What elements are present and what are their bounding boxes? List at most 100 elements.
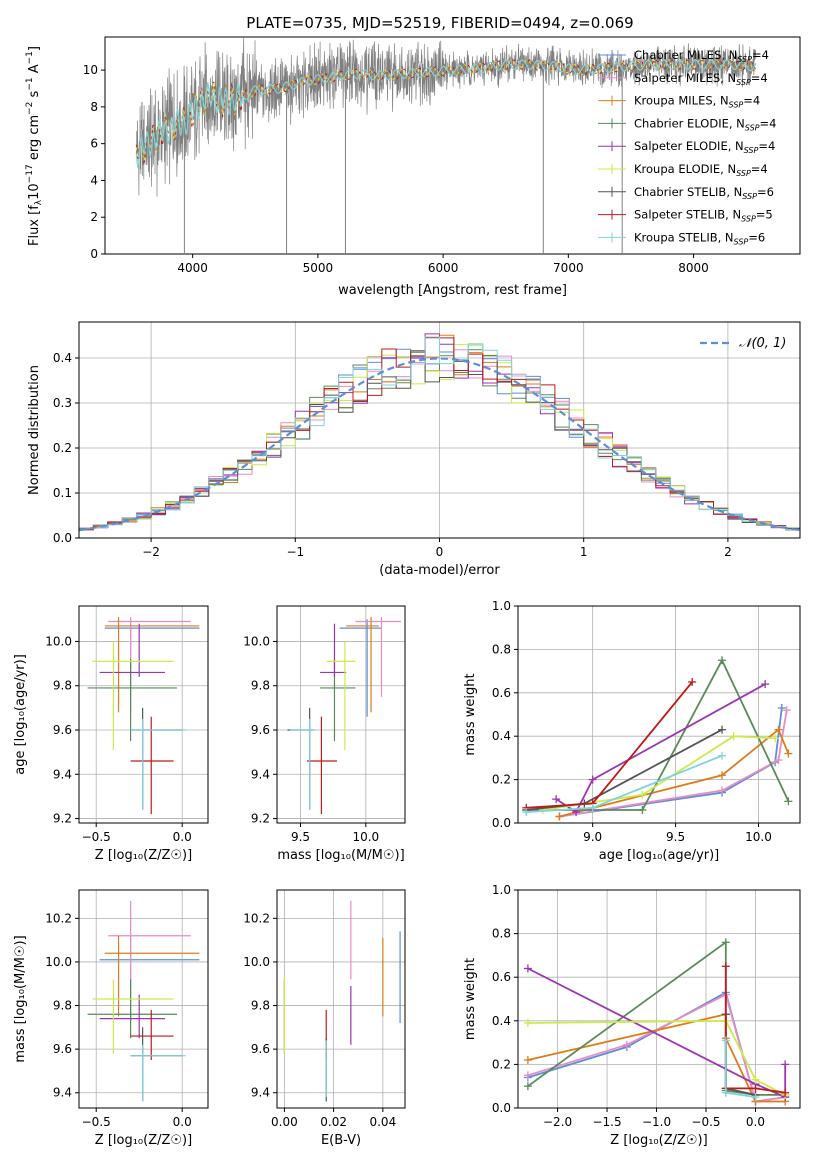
x-tick-label: −0.5 — [82, 1115, 111, 1129]
errorbar-kroupa_elodie — [92, 641, 174, 750]
y-axis-label: mass weight — [463, 958, 478, 1040]
x-tick-label: −0.5 — [82, 830, 111, 844]
errorbar-chabrier_stelib — [130, 1027, 183, 1102]
y-tick-label: 9.2 — [251, 812, 270, 826]
y-tick-label: 0.8 — [492, 927, 511, 941]
panel-residuals: −2 −1 0 1 2 0.0 0.1 0.2 0.3 0.4 (data-model)/error… — [27, 321, 801, 578]
y-axis-label: Normed distribution — [27, 365, 42, 495]
x-tick-label: 0.00 — [271, 1115, 298, 1129]
errorbar-chabrier_miles — [99, 933, 200, 1023]
errorbar-salpeter_miles — [355, 617, 402, 697]
y-tick-label: 0.2 — [492, 773, 511, 787]
x-tick-label: 5000 — [303, 261, 334, 275]
legend-label-sub: SSP — [744, 146, 759, 155]
x-tick-label: 0 — [436, 545, 444, 559]
y-tick-label: 9.6 — [251, 723, 270, 737]
series-line — [724, 966, 786, 1094]
y-tick-label: 0.2 — [492, 1057, 511, 1071]
y-tick-label: 0.4 — [492, 729, 511, 743]
series-line — [526, 658, 790, 811]
errorbar-salpeter_elodie — [99, 623, 165, 677]
legend-label-tail: =6 — [748, 230, 765, 244]
y-tick-label: 0.0 — [492, 1101, 511, 1115]
errorbar-salpeter_miles — [108, 617, 191, 697]
series-line — [542, 735, 776, 811]
y-tick-label: 0.2 — [53, 441, 72, 455]
series-salpeter_stelib — [721, 962, 790, 1097]
legend-label: Salpeter MILES, NSSP=4 — [634, 71, 768, 87]
legend-label: Chabrier ELODIE, NSSP=4 — [634, 116, 776, 132]
y-tick-label: 0.8 — [492, 642, 511, 656]
legend-label-tail: =4 — [760, 116, 777, 130]
legend-label: Salpeter STELIB, NSSP=5 — [634, 208, 773, 224]
x-tick-label: −1.0 — [642, 1115, 671, 1129]
axes-frame — [78, 889, 209, 1109]
panel-age_weight: 9.0 9.5 10.0 0.0 0.2 0.4 0.6 0.8 1.0 age [log₁₀(a… — [463, 599, 801, 863]
legend-label-text: Chabrier STELIB, N — [634, 185, 742, 199]
y-tick-label: 10.0 — [45, 955, 72, 969]
errorbar-kroupa_miles — [104, 935, 200, 1017]
histogram-kroupa_stelib — [78, 336, 800, 538]
panel-mass_age: 9.5 10.0 9.2 9.4 9.6 9.8 10.0 mass [log₁₀(M/M☉)… — [243, 605, 406, 863]
grid-lines — [79, 606, 208, 823]
x-tick-label: 9.5 — [666, 830, 685, 844]
x-tick-label: −0.5 — [691, 1115, 720, 1129]
legend-label-sub: SSP — [729, 101, 744, 110]
errorbar-kroupa_elodie — [326, 641, 356, 750]
legend-label: Kroupa MILES, NSSP=4 — [634, 94, 760, 110]
series-kroupa_stelib — [721, 1036, 760, 1102]
series-line — [555, 683, 766, 814]
axes-frame — [104, 36, 801, 255]
x-axis-label: wavelength [Angstrom, rest frame] — [338, 283, 567, 298]
y-tick-label: 0 — [90, 247, 98, 261]
y-tick-label: 9.2 — [53, 812, 72, 826]
legend-label: Chabrier STELIB, NSSP=6 — [634, 185, 774, 201]
errorbar-salpeter_stelib — [130, 716, 174, 815]
legend-label-sub: SSP — [734, 237, 749, 246]
y-tick-label: 8 — [90, 100, 98, 114]
y-tick-label: 0.0 — [492, 816, 511, 830]
legend-label-sub: SSP — [736, 78, 751, 87]
x-axis-label: age [log₁₀(age/yr)] — [599, 848, 720, 863]
axes-frame — [78, 321, 801, 539]
legend-label-text: Salpeter MILES, N — [634, 71, 736, 85]
legend-label: Kroupa STELIB, NSSP=6 — [634, 230, 765, 246]
y-tick-label: 10.0 — [243, 634, 270, 648]
y-axis-label: age [log₁₀(age/yr)] — [13, 654, 28, 775]
y-tick-label: 0.0 — [53, 531, 72, 545]
y-tick-label: 9.4 — [251, 1086, 270, 1100]
errorbar-salpeter_stelib — [130, 1009, 174, 1061]
errorbar-salpeter_stelib — [307, 716, 338, 815]
x-axis-label: E(B-V) — [321, 1133, 361, 1148]
errorbar-kroupa_elodie — [92, 979, 174, 1054]
x-tick-label: 10.0 — [352, 830, 379, 844]
errorbar-kroupa_stelib — [290, 718, 317, 810]
y-tick-label: 9.6 — [53, 723, 72, 737]
panel-z_age: −0.5 0.0 9.2 9.4 9.6 9.8 10.0 Z [log₁₀(Z/Z☉)] ag… — [13, 605, 209, 863]
axes-frame — [276, 889, 406, 1109]
x-tick-label: 0.04 — [369, 1115, 396, 1129]
legend-label-sub: SSP — [745, 123, 760, 132]
axes-frame — [276, 605, 406, 824]
x-axis-label: Z [log₁₀(Z/Z☉)] — [610, 1133, 707, 1148]
x-tick-label: 0.0 — [746, 1115, 765, 1129]
legend-label: 𝒩(0, 1) — [739, 336, 786, 351]
y-axis-label: mass weight — [463, 673, 478, 755]
x-tick-label: −2.0 — [543, 1115, 572, 1129]
legend-label-sub: SSP — [742, 192, 757, 201]
legend-label-tail: =4 — [752, 48, 769, 62]
x-tick-label: −1 — [286, 545, 304, 559]
y-tick-label: 0.6 — [492, 970, 511, 984]
x-tick-label: 1 — [580, 545, 588, 559]
x-tick-label: 9.5 — [291, 830, 310, 844]
y-tick-label: 0.4 — [492, 1014, 511, 1028]
legend-label-text: Kroupa MILES, N — [634, 94, 729, 108]
legend-label-text: Salpeter ELODIE, N — [634, 139, 744, 153]
y-tick-label: 0.1 — [53, 486, 72, 500]
y-axis-label: mass [log₁₀(M/M☉)] — [13, 935, 28, 1062]
series-line — [527, 1019, 786, 1096]
series-chabrier_elodie — [522, 656, 793, 814]
errorbar-salpeter_elodie — [99, 994, 165, 1039]
